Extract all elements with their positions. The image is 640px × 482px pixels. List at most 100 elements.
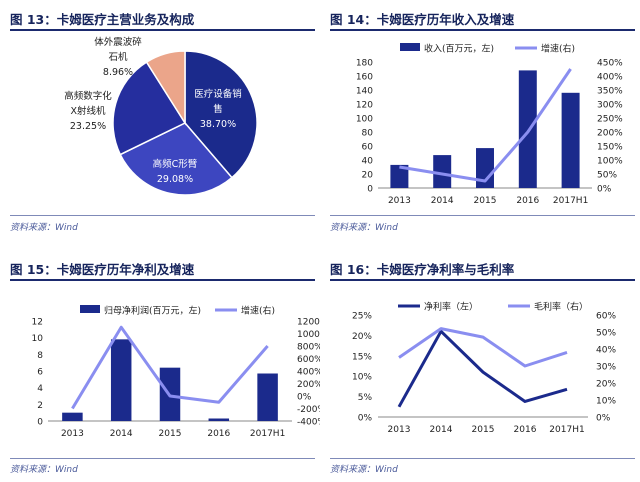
y-right-tick-label: 50% (596, 329, 616, 339)
y-right-tick-label: -200% (297, 405, 320, 415)
pie-label-line: 石机 (108, 51, 128, 63)
legend-label: 增速(右) (241, 305, 275, 317)
y-left-tick-label: 25% (352, 312, 372, 322)
y-right-tick-label: 0% (297, 393, 312, 403)
legend-label: 归母净利润(百万元，左) (104, 305, 201, 317)
y-left-tick-label: 5% (358, 393, 373, 403)
x-tick-label: 2017H1 (549, 425, 584, 435)
bar (433, 155, 452, 188)
y-right-tick-label: 300% (597, 101, 623, 111)
series-line (399, 68, 572, 183)
figure-15-source: 资料来源：Wind (10, 465, 78, 475)
pie-label-value: 38.70% (200, 119, 236, 130)
figure-13-source: 资料来源：Wind (10, 223, 78, 233)
series-line (71, 325, 269, 410)
figure-14-chart: 0 20 40 60 80 100 120 140 160 180 0% 50% 100% 150% 200… (356, 43, 623, 207)
y-right-tick-label: 50% (597, 171, 617, 181)
x-tick-label: 2017H1 (250, 429, 285, 439)
y-left-tick-label: 160 (356, 73, 373, 83)
x-tick-label: 2013 (388, 425, 411, 435)
y-left-tick-label: 140 (356, 87, 373, 97)
pie-slice (112, 61, 187, 156)
figure-13-panel: 图 13：卡姆医疗主营业务及构成 医疗设备销售 38.70% 高频C形臂 29.08%… (10, 0, 320, 240)
figure-14-top-rule (330, 29, 635, 31)
y-right-tick-label: 150% (597, 143, 623, 153)
bar (208, 418, 230, 421)
pie-label-line: 体外震波碎 (94, 36, 142, 48)
y-right-tick-label: 200% (597, 129, 623, 139)
y-right-tick-label: 1200% (297, 318, 320, 328)
legend-label: 净利率（左） (424, 301, 478, 313)
y-left-tick-label: 20 (362, 171, 374, 181)
figure-13-top-rule (10, 29, 315, 31)
pie-slice (184, 50, 258, 179)
x-tick-label: 2016 (516, 196, 539, 206)
x-tick-label: 2014 (431, 196, 454, 206)
y-left-tick-label: 4 (37, 384, 43, 394)
figure-14-source: 资料来源：Wind (330, 223, 398, 233)
series-line (397, 329, 568, 408)
y-right-tick-label: 40% (596, 346, 616, 356)
legend-label: 收入(百万元，左) (424, 43, 494, 55)
legend-label: 增速(右) (541, 43, 575, 55)
y-left-tick-label: 60 (362, 143, 374, 153)
y-right-tick-label: 100% (597, 157, 623, 167)
figure-15-top-rule (10, 279, 315, 281)
pie-label: 体外震波碎石机 8.96% (94, 36, 142, 78)
figure-15-chart: 0 2 4 6 8 10 12 -400% -200% 0% 200% 400% 600% 800% 100… (32, 305, 320, 440)
y-right-tick-label: 10% (596, 397, 616, 407)
y-right-tick-label: 30% (596, 363, 616, 373)
pie-label-value: 23.25% (70, 121, 106, 132)
y-right-tick-label: 400% (597, 73, 623, 83)
figure-13-bottom-rule (10, 215, 315, 216)
y-right-tick-label: -400% (297, 418, 320, 428)
figure-16-title: 图 16：卡姆医疗净利率与毛利率 (330, 262, 515, 277)
bar (561, 92, 580, 188)
y-left-tick-label: 180 (356, 59, 373, 69)
y-left-tick-label: 120 (356, 101, 373, 111)
y-right-tick-label: 250% (597, 115, 623, 125)
y-left-tick-label: 20% (352, 332, 372, 342)
y-left-tick-label: 10 (32, 334, 44, 344)
y-right-tick-label: 800% (297, 343, 320, 353)
y-right-tick-label: 400% (297, 368, 320, 378)
x-tick-label: 2014 (430, 425, 453, 435)
pie-slice (145, 50, 186, 126)
x-tick-label: 2015 (159, 429, 182, 439)
y-right-tick-label: 60% (596, 312, 616, 322)
legend-swatch-bar (80, 305, 100, 313)
y-left-tick-label: 8 (37, 351, 43, 361)
pie-label-line: 售 (213, 103, 223, 115)
pie-label-value: 8.96% (103, 67, 133, 78)
pie-label-line: X射线机 (70, 105, 106, 117)
y-right-tick-label: 1000% (297, 330, 320, 340)
pie-label-line: 高频数字化 (64, 90, 112, 102)
x-tick-label: 2017H1 (553, 196, 588, 206)
figure-16-bottom-rule (330, 458, 635, 459)
legend-label: 毛利率（右） (534, 301, 588, 313)
pie-label: 高频数字化 X射线机 23.25% (64, 90, 112, 132)
y-left-tick-label: 100 (356, 115, 373, 125)
y-right-tick-label: 350% (597, 87, 623, 97)
x-tick-label: 2016 (207, 429, 230, 439)
figure-14-panel: 图 14：卡姆医疗历年收入及增速 0 20 40 60 80 100 120 140 160 18… (330, 0, 640, 240)
pie-label-line: 医疗设备销 (194, 88, 242, 100)
x-tick-label: 2015 (472, 425, 495, 435)
pie-label-line: 高频C形臂 (153, 158, 198, 170)
y-left-tick-label: 6 (37, 368, 43, 378)
bar (257, 373, 278, 421)
figure-15-title: 图 15：卡姆医疗历年净利及增速 (10, 262, 195, 277)
y-right-tick-label: 200% (297, 380, 320, 390)
y-right-tick-label: 600% (297, 355, 320, 365)
y-left-tick-label: 0% (358, 414, 373, 424)
y-left-tick-label: 12 (32, 318, 43, 328)
figure-16-source: 资料来源：Wind (330, 465, 398, 475)
y-right-tick-label: 0% (597, 185, 612, 195)
y-left-tick-label: 10% (352, 373, 372, 383)
x-tick-label: 2013 (61, 429, 84, 439)
figure-14-title: 图 14：卡姆医疗历年收入及增速 (330, 12, 515, 27)
figure-15-panel: 图 15：卡姆医疗历年净利及增速 0 2 4 6 8 10 12 -400% -200% 0% 20… (10, 250, 320, 482)
y-left-tick-label: 40 (362, 157, 374, 167)
figure-13-pie-chart: 医疗设备销售 38.70% 高频C形臂 29.08% 高频数字化 X射线机 23.25% 体外… (64, 36, 258, 196)
y-left-tick-label: 15% (352, 352, 372, 362)
